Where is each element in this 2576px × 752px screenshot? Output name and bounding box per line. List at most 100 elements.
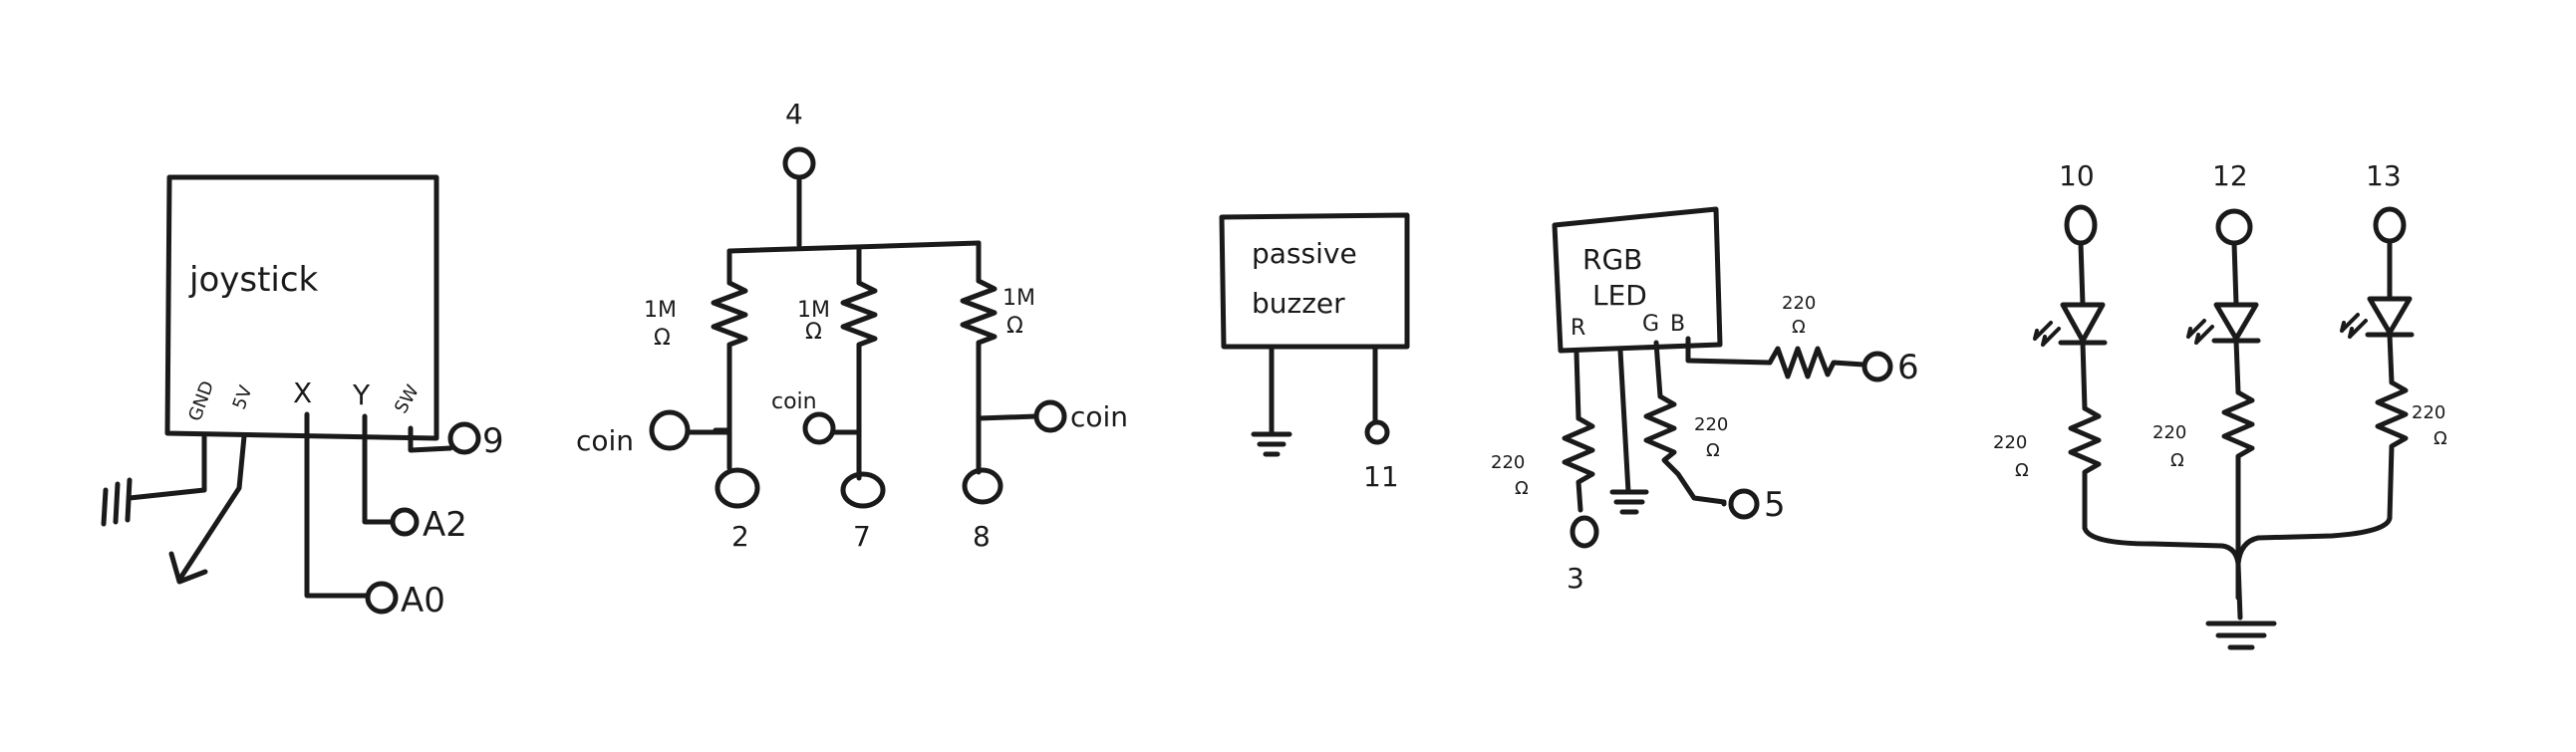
coin-circuit: 4 1M Ω coin 2 1M Ω coin 7 1M Ω coin 8 (576, 98, 1128, 553)
terminal-9-icon (447, 421, 481, 455)
ground-icon (2205, 621, 2277, 650)
joystick-pin-5v: 5V (229, 382, 257, 412)
pin-6-label: 6 (1897, 348, 1919, 387)
coin-c-wire (976, 413, 1039, 421)
terminal-6-icon (1861, 351, 1893, 382)
joystick-gnd-wire (127, 433, 207, 501)
terminal-8-icon (962, 467, 1003, 505)
pin-5-label: 5 (1764, 485, 1786, 525)
led-return-trunk (2235, 561, 2243, 621)
buzzer-box (1219, 212, 1410, 350)
resistor-1m-c-label: 1M (1002, 286, 1035, 311)
resistor-1m-b-ohm: Ω (805, 320, 822, 345)
terminal-7-icon (840, 471, 886, 509)
resistor-220-led13 (2375, 379, 2409, 521)
light-emission-icon (2340, 313, 2368, 339)
pin-9-label: 9 (482, 421, 504, 461)
pin-8-label: 8 (973, 520, 991, 553)
joystick-sw-wire (408, 425, 453, 453)
terminal-10-icon (2064, 204, 2098, 246)
rgb-g-wire (1653, 340, 1663, 399)
led-array: 10 220 Ω 12 220 Ω 13 220 Ω (1993, 159, 2447, 650)
led-diode-icon (2211, 302, 2261, 344)
terminal-13-icon (2373, 206, 2407, 244)
resistor-220-led10-label: 220 (1993, 432, 2027, 453)
coin-b-terminal-icon (802, 411, 836, 445)
resistor-1m-a (711, 280, 748, 433)
light-emission-icon (2186, 319, 2214, 345)
terminal-12-icon (2215, 208, 2253, 246)
resistor-220-led13-label: 220 (2412, 402, 2445, 423)
pin-a2-label: A2 (423, 505, 467, 545)
joystick-label: joystick (188, 260, 319, 300)
coin-c-terminal-icon (1033, 399, 1067, 433)
led-diode-icon (2365, 296, 2415, 338)
resistor-220-r-ohm: Ω (1515, 478, 1529, 499)
resistor-220-g-ohm: Ω (1706, 440, 1720, 461)
resistor-220-b-label: 220 (1782, 293, 1816, 314)
joystick-pin-y: Y (352, 378, 371, 411)
resistor-220-b-ohm: Ω (1792, 317, 1806, 338)
rgb-led-box (1552, 206, 1723, 354)
pin-13-label: 13 (2366, 159, 2402, 192)
resistor-1m-c (960, 278, 998, 475)
resistor-220-b (1767, 346, 1866, 379)
buzzer-module: passive buzzer 11 (1219, 212, 1410, 493)
joystick-module: joystick GND 5V X Y SW A0 A2 9 (101, 174, 504, 621)
terminal-3-icon (1570, 515, 1599, 549)
rgb-pin-g: G (1642, 312, 1659, 337)
joystick-box (164, 174, 439, 441)
terminal-a2-icon (390, 507, 420, 537)
terminal-5-icon (1728, 488, 1760, 520)
rgb-b-wire (1685, 336, 1773, 366)
joystick-y-wire (362, 413, 395, 525)
bus-wire (726, 240, 982, 254)
resistor-220-r (1562, 415, 1595, 513)
resistor-1m-a-ohm: Ω (654, 326, 671, 351)
pin-12-label: 12 (2212, 159, 2248, 192)
led12-wire (2231, 240, 2239, 308)
pin-10-label: 10 (2059, 159, 2095, 192)
terminal-2-icon (715, 467, 760, 509)
resistor-1m-b (840, 280, 878, 481)
led10-wire (2078, 240, 2086, 308)
rgb-pin-b: B (1670, 312, 1685, 337)
light-emission-icon (2033, 321, 2061, 347)
rgb-r-wire (1574, 350, 1581, 421)
led12-mid-wire (2233, 338, 2241, 395)
led10-mid-wire (2080, 340, 2088, 411)
led-return-right (2235, 515, 2393, 567)
resistor-220-led10-ohm: Ω (2015, 460, 2029, 481)
joystick-x-wire (304, 411, 370, 599)
led13-mid-wire (2387, 332, 2395, 385)
resistor-220-r-label: 220 (1491, 452, 1525, 473)
pin-a0-label: A0 (401, 581, 445, 621)
ground-icon (101, 477, 133, 527)
led-diode-icon (2058, 302, 2108, 346)
ground-icon (1251, 431, 1292, 457)
pin-7-label: 7 (853, 520, 871, 553)
rgb-gnd-wire (1617, 348, 1631, 495)
pin-2-label: 2 (731, 520, 749, 553)
coin-a-label: coin (576, 424, 634, 457)
resistor-1m-c-ohm: Ω (1006, 314, 1023, 339)
buzzer-label-line2: buzzer (1252, 287, 1345, 320)
buzzer-label-line1: passive (1252, 237, 1357, 270)
rgb-label-line2: LED (1592, 279, 1647, 312)
pin-11-label: 11 (1363, 460, 1399, 493)
resistor-220-led10 (2068, 405, 2102, 531)
pin-4-label: 4 (785, 98, 803, 130)
resistor-220-led12 (2221, 389, 2255, 601)
rgb-label-line1: RGB (1582, 243, 1642, 276)
terminal-4-icon (782, 146, 816, 180)
joystick-5v-wire (176, 433, 247, 583)
rgb-led-module: RGB LED R G B 220 Ω 6 220 Ω 3 220 Ω 5 (1491, 206, 1919, 595)
resistor-220-led13-ohm: Ω (2433, 428, 2447, 449)
joystick-pin-gnd: GND (184, 378, 218, 424)
pin-3-label: 3 (1567, 562, 1584, 595)
terminal-11-icon (1364, 419, 1390, 445)
ground-icon (1609, 489, 1649, 515)
terminal-a0-icon (365, 581, 399, 615)
joystick-pin-x: X (293, 376, 312, 409)
